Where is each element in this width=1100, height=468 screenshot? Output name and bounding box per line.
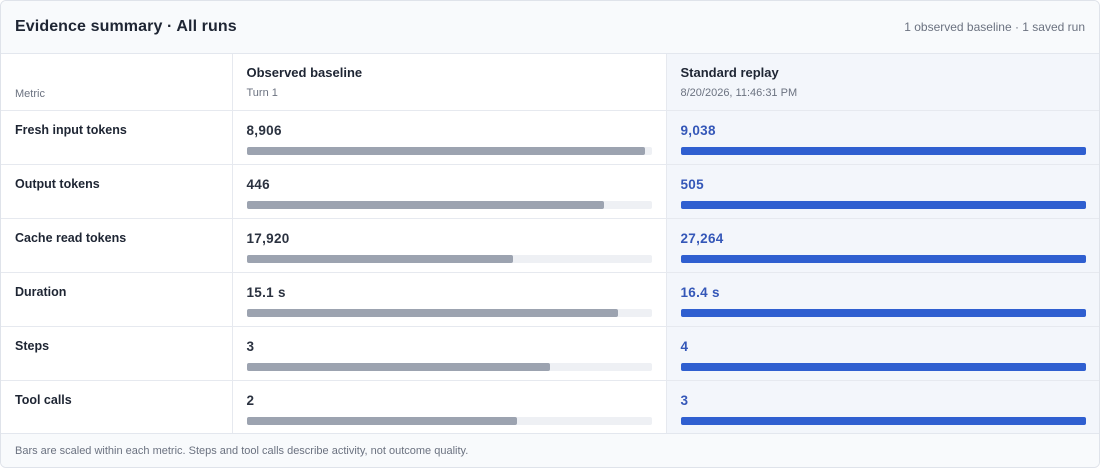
baseline-value: 15.1 s [246, 284, 286, 300]
replay-cell: 27,264 [666, 218, 1099, 273]
baseline-bar-track [246, 362, 652, 371]
replay-column-name: Standard replay [680, 65, 779, 80]
baseline-bar [246, 308, 619, 317]
replay-bar [680, 146, 1086, 155]
metric-label: Tool calls [1, 380, 233, 435]
replay-bar [680, 200, 1086, 209]
baseline-value: 8,906 [246, 122, 282, 138]
table-row: Output tokens 446 505 [1, 164, 1099, 219]
baseline-cell: 2 [232, 380, 667, 435]
card-header: Evidence summary · All runs 1 observed b… [1, 1, 1099, 54]
replay-cell: 505 [666, 164, 1099, 219]
replay-cell: 16.4 s [666, 272, 1099, 327]
metric-label: Fresh input tokens [1, 110, 233, 165]
baseline-cell: 15.1 s [232, 272, 667, 327]
baseline-value: 446 [246, 176, 270, 192]
baseline-value: 3 [246, 338, 255, 354]
baseline-bar-track [246, 254, 652, 263]
replay-bar-track [680, 416, 1086, 425]
replay-bar [680, 362, 1086, 371]
baseline-column-subtitle: Turn 1 [246, 87, 278, 99]
evidence-table: Metric Observed baseline Turn 1 Standard… [1, 54, 1099, 435]
baseline-bar-track [246, 416, 652, 425]
baseline-value: 17,920 [246, 230, 290, 246]
footer-note: Bars are scaled within each metric. Step… [15, 445, 469, 457]
replay-bar-track [680, 146, 1086, 155]
replay-bar-track [680, 362, 1086, 371]
table-row: Duration 15.1 s 16.4 s [1, 272, 1099, 327]
baseline-cell: 17,920 [232, 218, 667, 273]
metric-label: Cache read tokens [1, 218, 233, 273]
replay-bar [680, 254, 1086, 263]
table-row: Tool calls 2 3 [1, 380, 1099, 435]
baseline-bar [246, 200, 605, 209]
baseline-bar-track [246, 308, 652, 317]
baseline-bar-track [246, 146, 652, 155]
baseline-bar [246, 146, 646, 155]
baseline-column-header: Observed baseline Turn 1 [232, 54, 667, 111]
baseline-cell: 3 [232, 326, 667, 381]
replay-bar [680, 308, 1086, 317]
baseline-bar-track [246, 200, 652, 209]
baseline-cell: 446 [232, 164, 667, 219]
replay-cell: 4 [666, 326, 1099, 381]
replay-value: 505 [680, 176, 704, 192]
table-header-row: Metric Observed baseline Turn 1 Standard… [1, 54, 1099, 111]
replay-value: 16.4 s [680, 284, 720, 300]
table-row: Fresh input tokens 8,906 9,038 [1, 110, 1099, 165]
replay-value: 4 [680, 338, 689, 354]
table-row: Steps 3 4 [1, 326, 1099, 381]
baseline-bar [246, 416, 517, 425]
baseline-bar [246, 362, 551, 371]
baseline-value: 2 [246, 392, 255, 408]
replay-value: 27,264 [680, 230, 724, 246]
baseline-bar [246, 254, 513, 263]
replay-column-timestamp: 8/20/2026, 11:46:31 PM [680, 87, 798, 99]
replay-bar-track [680, 200, 1086, 209]
replay-cell: 9,038 [666, 110, 1099, 165]
replay-cell: 3 [666, 380, 1099, 435]
metric-label: Steps [1, 326, 233, 381]
replay-value: 3 [680, 392, 689, 408]
metric-column-header: Metric [1, 54, 233, 111]
metric-header-label: Metric [15, 87, 45, 100]
metric-label: Output tokens [1, 164, 233, 219]
replay-bar [680, 416, 1086, 425]
replay-value: 9,038 [680, 122, 716, 138]
baseline-cell: 8,906 [232, 110, 667, 165]
runs-count: 1 observed baseline · 1 saved run [904, 20, 1085, 34]
table-footer: Bars are scaled within each metric. Step… [1, 433, 1099, 467]
card-title: Evidence summary · All runs [15, 18, 237, 35]
baseline-column-name: Observed baseline [246, 65, 363, 80]
metric-label: Duration [1, 272, 233, 327]
replay-bar-track [680, 254, 1086, 263]
replay-bar-track [680, 308, 1086, 317]
replay-column-header: Standard replay 8/20/2026, 11:46:31 PM [666, 54, 1099, 111]
table-row: Cache read tokens 17,920 27,264 [1, 218, 1099, 273]
